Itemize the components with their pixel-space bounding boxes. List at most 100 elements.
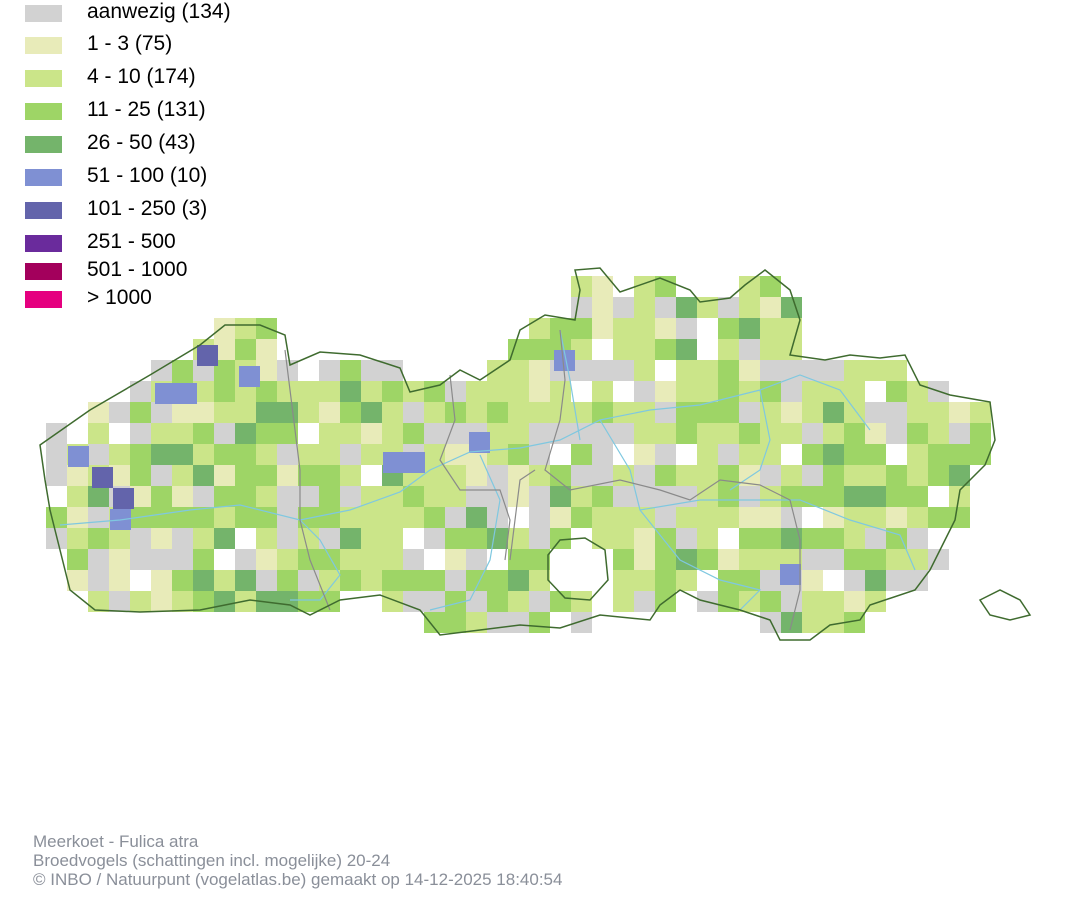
atlas-square (235, 570, 256, 591)
atlas-square (676, 507, 697, 528)
atlas-square (781, 465, 802, 486)
atlas-square (718, 402, 739, 423)
atlas-square (550, 507, 571, 528)
atlas-square (487, 528, 508, 549)
atlas-square (907, 570, 928, 591)
atlas-square (340, 402, 361, 423)
atlas-square (193, 402, 214, 423)
atlas-square (424, 507, 445, 528)
atlas-square (634, 381, 655, 402)
atlas-square (319, 360, 340, 381)
atlas-square (256, 360, 277, 381)
atlas-square (529, 528, 550, 549)
atlas-square (130, 402, 151, 423)
atlas-square (802, 528, 823, 549)
atlas-square (865, 591, 886, 612)
atlas-square (571, 486, 592, 507)
atlas-square (949, 423, 970, 444)
atlas-square (487, 444, 508, 465)
atlas-square (382, 402, 403, 423)
atlas-square (613, 297, 634, 318)
atlas-square (487, 402, 508, 423)
atlas-square (865, 423, 886, 444)
atlas-square (634, 444, 655, 465)
atlas-square (865, 465, 886, 486)
atlas-square (550, 381, 571, 402)
grid-cells (46, 276, 991, 633)
atlas-square (802, 402, 823, 423)
atlas-square (655, 318, 676, 339)
atlas-square-high (404, 452, 425, 473)
atlas-square (844, 423, 865, 444)
species-name: Meerkoet - Fulica atra (33, 832, 199, 851)
atlas-square (214, 381, 235, 402)
legend-swatch (25, 263, 62, 280)
atlas-square (193, 570, 214, 591)
atlas-square (781, 297, 802, 318)
atlas-square (970, 444, 991, 465)
atlas-square (802, 591, 823, 612)
atlas-square (823, 486, 844, 507)
atlas-square (487, 423, 508, 444)
atlas-square (865, 549, 886, 570)
atlas-square (529, 612, 550, 633)
atlas-square (844, 528, 865, 549)
atlas-square (676, 423, 697, 444)
atlas-square (172, 444, 193, 465)
atlas-square (844, 381, 865, 402)
atlas-square (844, 360, 865, 381)
atlas-square (466, 402, 487, 423)
atlas-square (655, 402, 676, 423)
atlas-square (571, 297, 592, 318)
atlas-square (529, 465, 550, 486)
atlas-square (130, 444, 151, 465)
atlas-square (214, 528, 235, 549)
atlas-square (88, 507, 109, 528)
atlas-square (802, 570, 823, 591)
atlas-square (214, 444, 235, 465)
atlas-square (676, 318, 697, 339)
atlas-square (886, 465, 907, 486)
atlas-square (445, 444, 466, 465)
atlas-square (403, 570, 424, 591)
atlas-square (529, 507, 550, 528)
atlas-square (760, 423, 781, 444)
legend-label: 1 - 3 (75) (87, 32, 173, 55)
atlas-square (109, 570, 130, 591)
atlas-square-high (68, 446, 89, 467)
atlas-square (592, 528, 613, 549)
atlas-square (319, 528, 340, 549)
atlas-square (88, 591, 109, 612)
atlas-square (130, 528, 151, 549)
atlas-square (508, 381, 529, 402)
atlas-square (319, 444, 340, 465)
atlas-square-high (554, 350, 575, 371)
atlas-square (970, 423, 991, 444)
atlas-square (382, 570, 403, 591)
atlas-square (781, 591, 802, 612)
atlas-square (676, 465, 697, 486)
atlas-square (172, 402, 193, 423)
atlas-square (634, 570, 655, 591)
atlas-square (655, 486, 676, 507)
atlas-square (907, 528, 928, 549)
atlas-square (130, 549, 151, 570)
atlas-square (802, 423, 823, 444)
legend-label: 251 - 500 (87, 230, 176, 253)
atlas-square (151, 570, 172, 591)
atlas-square (298, 465, 319, 486)
atlas-square (613, 591, 634, 612)
atlas-square (739, 339, 760, 360)
atlas-square (865, 528, 886, 549)
atlas-square (466, 612, 487, 633)
atlas-square (886, 486, 907, 507)
legend-swatch (25, 70, 62, 87)
atlas-square (676, 381, 697, 402)
atlas-square (823, 549, 844, 570)
atlas-square (613, 507, 634, 528)
atlas-square (277, 570, 298, 591)
atlas-square (88, 570, 109, 591)
legend-item-aanwezig: aanwezig (134) (25, 0, 285, 24)
atlas-square (592, 360, 613, 381)
atlas-square (907, 465, 928, 486)
